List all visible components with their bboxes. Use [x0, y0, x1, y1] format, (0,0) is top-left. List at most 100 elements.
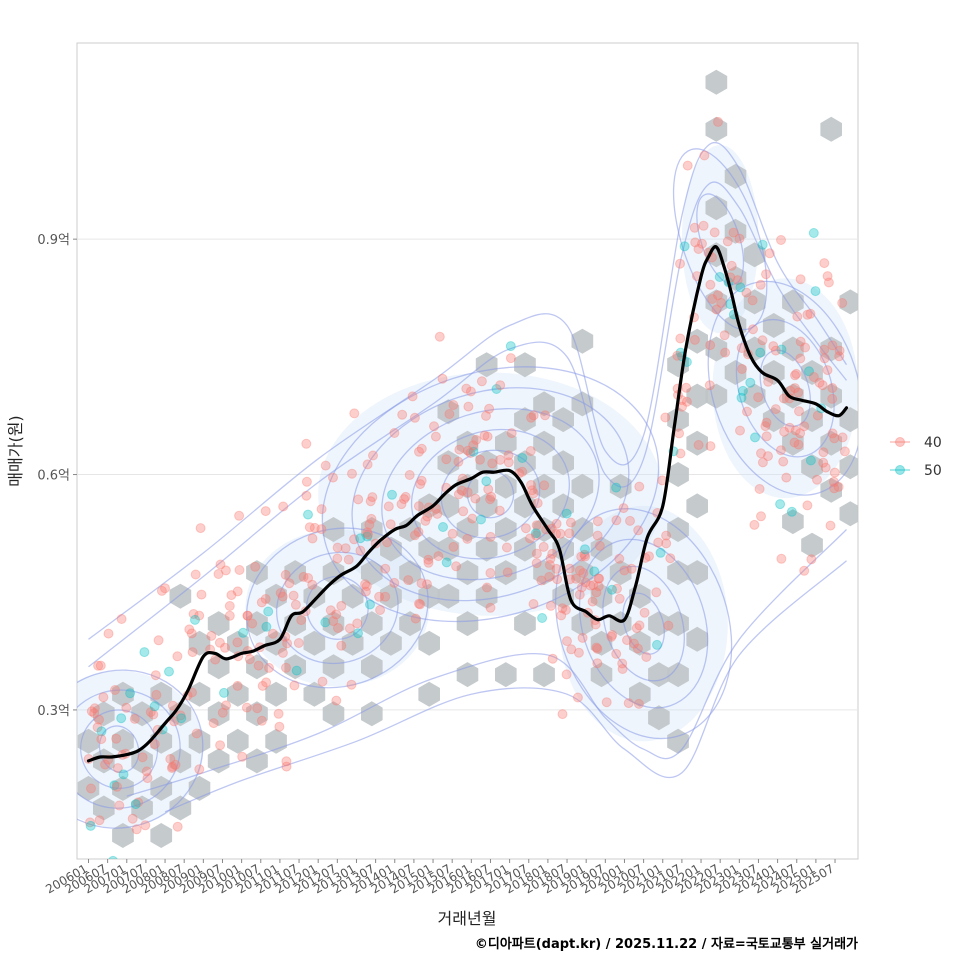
point-series-40	[423, 557, 434, 568]
point-series-40	[757, 457, 768, 468]
point-series-40	[705, 441, 716, 452]
hexbin	[629, 630, 651, 656]
point-series-40	[220, 565, 231, 576]
legend-key-40-dot	[895, 437, 905, 447]
point-series-40	[241, 702, 252, 713]
point-series-40	[719, 330, 730, 341]
hexbin	[495, 473, 517, 499]
point-series-40	[485, 602, 496, 613]
point-series-40	[525, 533, 535, 544]
hexbin	[361, 701, 383, 727]
point-series-40	[213, 569, 224, 579]
point-series-40	[301, 490, 312, 501]
point-series-40	[467, 513, 478, 524]
point-series-50	[320, 617, 331, 628]
density-contour	[707, 280, 858, 496]
hexbin	[609, 560, 632, 586]
point-series-40	[571, 573, 581, 584]
hexbin	[475, 536, 498, 562]
hexbin	[495, 560, 517, 586]
point-series-40	[565, 517, 576, 528]
point-series-40	[713, 290, 723, 301]
point-series-40	[133, 797, 144, 808]
hexbin	[361, 560, 383, 586]
point-series-40	[404, 470, 415, 480]
density-contour-outer	[126, 529, 847, 797]
point-series-40	[346, 679, 357, 690]
point-series-40	[224, 601, 235, 611]
hexbin	[169, 701, 192, 727]
point-series-40	[528, 599, 539, 609]
point-series-40	[631, 623, 642, 634]
point-series-40	[674, 428, 685, 439]
point-series-40	[812, 474, 822, 485]
point-series-40	[257, 680, 268, 691]
point-series-40	[795, 353, 806, 364]
hexbin	[571, 517, 594, 542]
legend-item-50[interactable]: 50	[890, 463, 942, 479]
point-series-40	[366, 513, 377, 524]
point-series-40	[422, 579, 432, 590]
hexbin	[571, 611, 594, 637]
point-series-40	[601, 697, 612, 708]
point-series-40	[242, 610, 253, 621]
point-series-50	[130, 799, 141, 810]
point-series-40	[590, 619, 601, 630]
y-tick-label: 0.9억	[37, 233, 70, 248]
point-series-40	[399, 494, 410, 505]
point-series-40	[734, 233, 745, 244]
point-series-40	[344, 623, 355, 634]
point-series-40	[483, 484, 494, 495]
point-series-40	[96, 734, 107, 745]
hexbin	[820, 116, 842, 142]
hexbin	[590, 583, 613, 609]
point-series-40	[778, 393, 789, 404]
point-series-40	[705, 340, 716, 351]
point-series-40	[475, 454, 485, 465]
point-series-40	[827, 383, 838, 393]
point-series-40	[374, 591, 385, 602]
hexbin	[686, 560, 708, 586]
point-series-40	[468, 440, 479, 451]
point-series-40	[594, 540, 605, 551]
point-series-40	[820, 462, 831, 473]
point-series-40	[360, 586, 371, 597]
point-series-40	[753, 392, 764, 403]
hexbin	[475, 493, 498, 519]
point-series-40	[414, 446, 424, 457]
point-series-50	[164, 666, 174, 677]
point-series-50	[116, 713, 127, 724]
point-series-40	[789, 437, 800, 448]
point-series-40	[776, 553, 787, 564]
point-series-40	[110, 685, 120, 695]
hexbin	[399, 560, 421, 586]
point-series-40	[693, 244, 704, 254]
point-series-40	[547, 548, 558, 559]
point-series-40	[526, 480, 536, 490]
point-series-50	[517, 453, 528, 463]
point-series-50	[530, 528, 541, 539]
point-series-40	[592, 658, 603, 669]
point-series-40	[437, 373, 448, 384]
point-series-40	[795, 274, 806, 285]
point-series-40	[790, 383, 800, 394]
point-series-50	[438, 522, 448, 532]
point-series-40	[476, 376, 487, 387]
point-series-40	[112, 781, 122, 792]
point-series-40	[761, 417, 772, 428]
point-series-40	[461, 383, 472, 394]
point-series-40	[827, 340, 838, 351]
point-series-40	[839, 446, 850, 457]
point-series-40	[675, 258, 685, 269]
point-series-40	[89, 708, 100, 719]
point-series-40	[675, 333, 686, 344]
hexbin	[456, 611, 479, 637]
point-series-40	[360, 579, 371, 590]
legend-item-40[interactable]: 40	[890, 435, 942, 451]
point-series-40	[551, 563, 562, 574]
point-series-40	[234, 510, 245, 521]
hexbin	[207, 748, 230, 774]
hexbin	[686, 328, 708, 354]
point-series-40	[112, 763, 123, 774]
hexbin	[437, 583, 460, 609]
